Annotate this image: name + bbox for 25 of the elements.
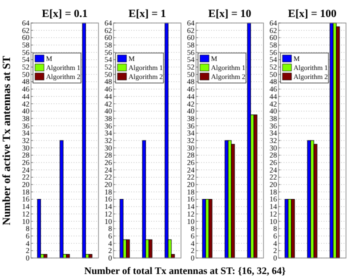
bar — [231, 144, 235, 258]
bar — [254, 114, 258, 258]
chart-title: E[x] = 0.1 — [42, 8, 88, 20]
chart-title: E[x] = 10 — [208, 8, 252, 20]
bar — [307, 140, 311, 258]
y-axis-title: Number of active Tx antennas at ST — [1, 55, 13, 226]
bar — [291, 199, 295, 258]
bar — [126, 239, 130, 258]
bar — [60, 140, 64, 258]
bar — [142, 140, 146, 258]
bar — [44, 254, 48, 258]
bar — [224, 140, 228, 258]
x-axis-title: Number of total Tx antennas at ST: {16, 32, 64} — [84, 266, 286, 277]
bar — [120, 199, 124, 258]
bar — [284, 199, 288, 258]
bar — [37, 199, 41, 258]
bar — [202, 199, 206, 258]
bar — [88, 254, 92, 258]
bar — [66, 254, 70, 258]
chart-title: E[x] = 1 — [128, 8, 166, 20]
chart-title: E[x] = 100 — [288, 8, 337, 20]
bar — [208, 199, 212, 258]
bar — [148, 239, 152, 258]
bar — [336, 26, 340, 258]
bar — [314, 144, 318, 258]
